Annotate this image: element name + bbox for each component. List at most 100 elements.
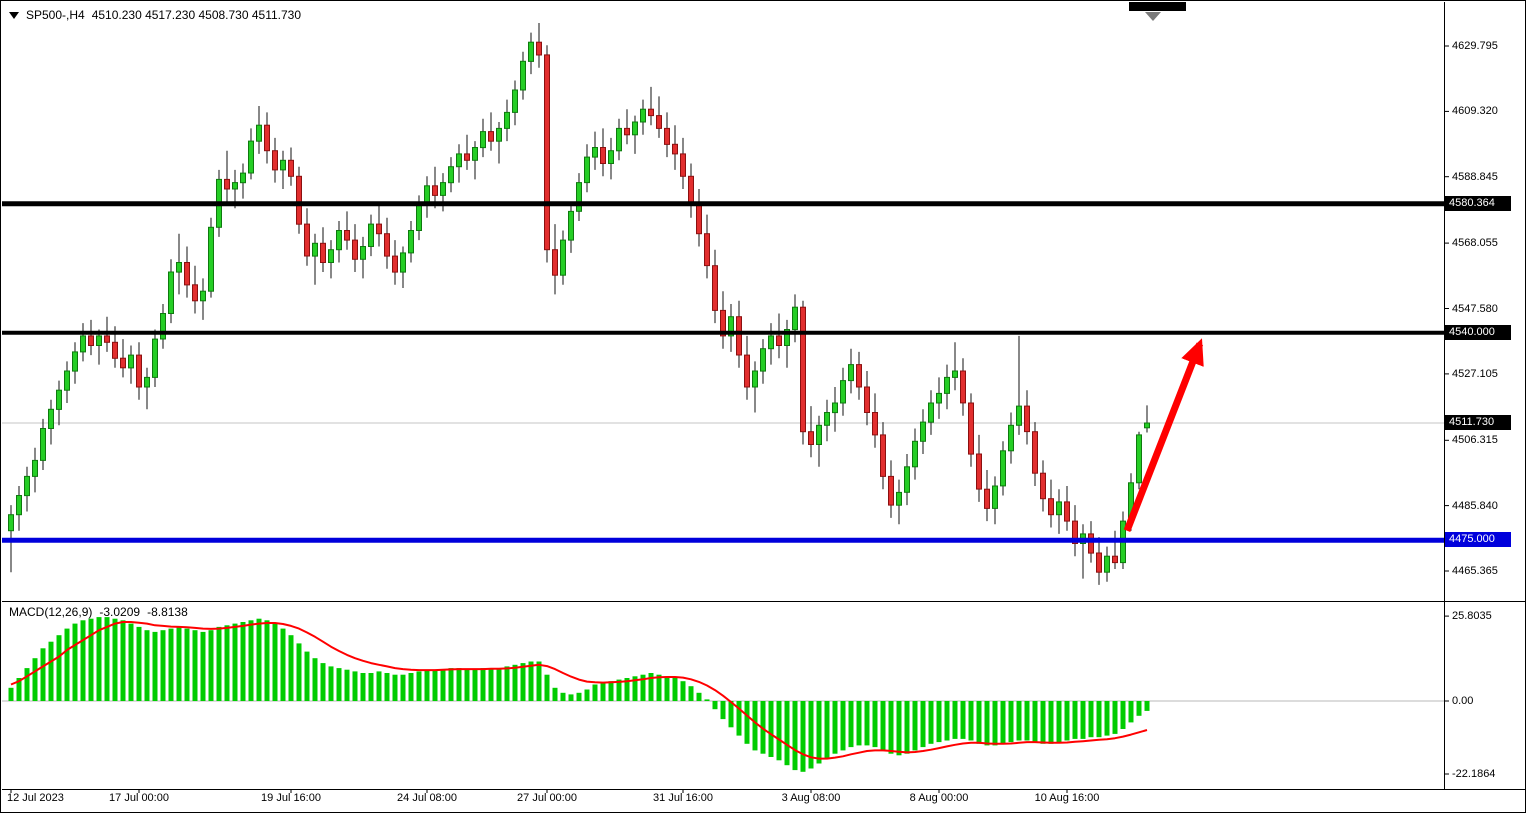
macd-histogram-bar (49, 642, 54, 701)
bull-candle (201, 291, 206, 301)
horizontal-scrollbar-thumb[interactable] (1129, 2, 1186, 11)
bear-candle (889, 476, 894, 505)
macd-histogram-bar (553, 688, 558, 701)
macd-histogram-bar (1081, 701, 1086, 739)
bear-candle (1049, 499, 1054, 515)
time-tick-label: 12 Jul 2023 (7, 792, 64, 804)
bear-candle (881, 435, 886, 477)
bear-candle (1113, 556, 1118, 562)
bull-candle (1137, 435, 1142, 483)
macd-histogram-bar (569, 694, 574, 701)
bear-candle (865, 387, 870, 413)
macd-histogram-bar (1129, 701, 1134, 722)
time-tick-label: 8 Aug 00:00 (910, 792, 969, 804)
macd-histogram-bar (1105, 701, 1110, 736)
macd-histogram-bar (1137, 701, 1142, 716)
macd-histogram-bar (865, 701, 870, 745)
bull-candle (617, 128, 622, 150)
bear-candle (465, 154, 470, 160)
macd-histogram-bar (1113, 701, 1118, 734)
macd-histogram-bar (801, 701, 806, 772)
macd-histogram-bar (313, 658, 318, 701)
macd-histogram-bar (129, 624, 134, 701)
bear-candle (113, 342, 118, 358)
bull-candle (945, 377, 950, 393)
chart-shift-icon[interactable] (1145, 12, 1161, 21)
bear-candle (1089, 534, 1094, 553)
macd-histogram-bar (57, 635, 62, 701)
time-tick-label: 31 Jul 16:00 (653, 792, 713, 804)
macd-histogram-bar (545, 675, 550, 701)
bear-candle (1065, 502, 1070, 521)
bear-candle (1041, 473, 1046, 499)
bear-candle (777, 336, 782, 346)
bull-candle (1001, 451, 1006, 486)
price-tick-label: 4506.315 (1452, 433, 1498, 447)
bull-candle (169, 272, 174, 314)
bear-candle (393, 256, 398, 272)
macd-histogram-bar (329, 666, 334, 701)
bull-candle (17, 496, 22, 515)
bull-candle (241, 173, 246, 183)
bear-candle (873, 413, 878, 435)
macd-histogram-bar (1065, 701, 1070, 741)
macd-histogram-bar (529, 662, 534, 702)
bear-candle (705, 234, 710, 266)
macd-histogram-bar (921, 701, 926, 747)
bear-candle (857, 365, 862, 387)
macd-histogram-bar (457, 668, 462, 701)
macd-histogram-bar (577, 693, 582, 701)
bull-candle (153, 339, 158, 377)
chart-title: SP500-,H4 (26, 8, 85, 22)
macd-histogram-bar (185, 629, 190, 701)
bear-candle (385, 234, 390, 256)
macd-histogram-bar (25, 668, 30, 701)
bull-candle (585, 157, 590, 183)
bear-candle (489, 132, 494, 142)
macd-histogram-bar (497, 668, 502, 701)
bull-candle (953, 371, 958, 377)
bear-candle (377, 224, 382, 234)
macd-histogram-bar (833, 701, 838, 754)
bull-candle (513, 90, 518, 112)
price-tick-label: 4629.795 (1452, 39, 1498, 53)
macd-tick-label: 25.8035 (1452, 609, 1492, 623)
macd-histogram-bar (281, 629, 286, 701)
macd-histogram-bar (1001, 701, 1006, 744)
macd-histogram-bar (481, 668, 486, 701)
macd-histogram-bar (321, 663, 326, 701)
bear-candle (225, 179, 230, 189)
bull-candle (401, 253, 406, 272)
bull-candle (65, 371, 70, 390)
macd-histogram-bar (353, 671, 358, 701)
indicator-pane-divider[interactable] (2, 601, 1525, 602)
macd-histogram-bar (393, 675, 398, 701)
bear-candle (745, 355, 750, 387)
bear-candle (321, 243, 326, 262)
bear-candle (985, 489, 990, 508)
bull-candle (369, 224, 374, 246)
bull-candle (529, 42, 534, 61)
bear-candle (273, 151, 278, 170)
macd-histogram-bar (745, 701, 750, 744)
time-tick-label: 17 Jul 00:00 (109, 792, 169, 804)
macd-histogram-bar (665, 676, 670, 701)
macd-histogram-bar (361, 673, 366, 701)
macd-histogram-bar (785, 701, 790, 765)
macd-histogram-bar (1009, 701, 1014, 742)
macd-histogram-bar (449, 668, 454, 701)
bear-candle (89, 336, 94, 346)
macd-histogram-bar (1017, 701, 1022, 741)
macd-histogram-bar (201, 632, 206, 701)
macd-histogram-bar (825, 701, 830, 759)
macd-histogram-bar (913, 701, 918, 750)
bear-candle (121, 358, 126, 368)
macd-histogram-bar (265, 620, 270, 701)
macd-histogram-bar (409, 673, 414, 701)
bull-candle (97, 336, 102, 346)
macd-histogram-bar (889, 701, 894, 754)
bear-candle (737, 317, 742, 355)
